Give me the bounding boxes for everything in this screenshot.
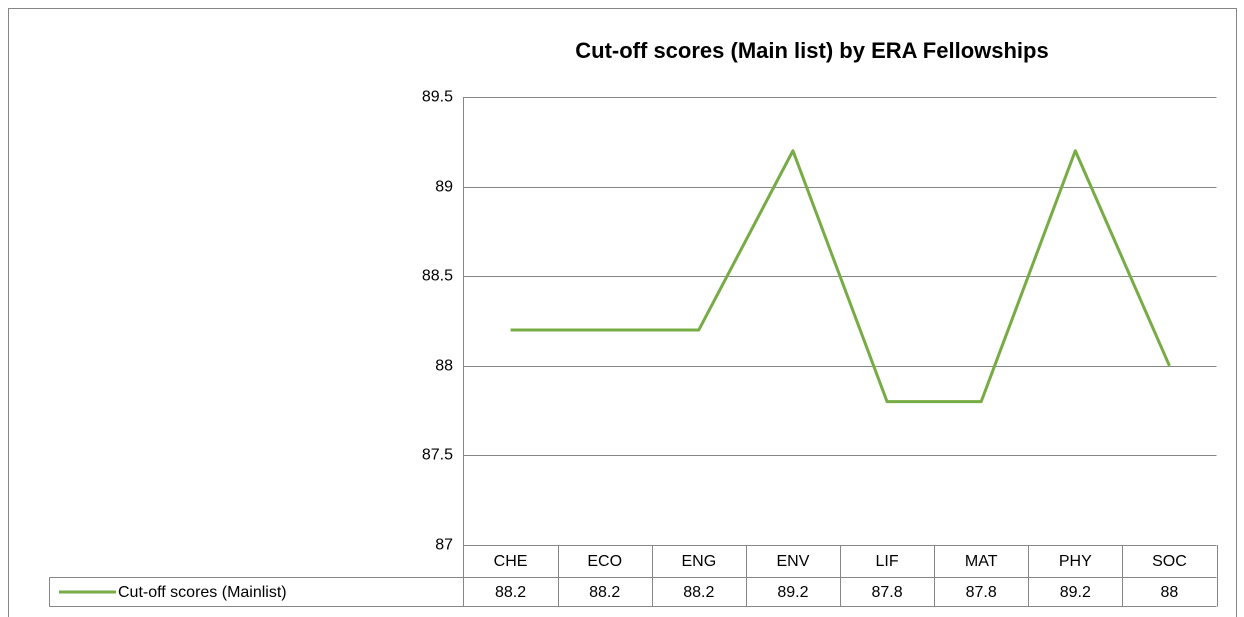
y-tick-label: 89 bbox=[435, 179, 453, 196]
x-tick-label: PHY bbox=[1059, 553, 1092, 570]
chart-border bbox=[8, 8, 1237, 617]
data-table-value: 89.2 bbox=[777, 584, 808, 601]
data-table-value: 87.8 bbox=[871, 584, 902, 601]
data-table-value: 88.2 bbox=[495, 584, 526, 601]
y-tick-label: 88.5 bbox=[422, 268, 453, 285]
y-tick-label: 88 bbox=[435, 358, 453, 375]
x-tick-label: SOC bbox=[1152, 553, 1187, 570]
data-table-value: 88.2 bbox=[683, 584, 714, 601]
x-tick-label: ENV bbox=[776, 553, 809, 570]
x-tick-label: CHE bbox=[494, 553, 528, 570]
data-table-value: 89.2 bbox=[1060, 584, 1091, 601]
chart-title: Cut-off scores (Main list) by ERA Fellow… bbox=[575, 38, 1048, 63]
data-table-value: 87.8 bbox=[966, 584, 997, 601]
y-tick-label: 89.5 bbox=[422, 89, 453, 106]
x-tick-label: ECO bbox=[587, 553, 622, 570]
y-tick-label: 87 bbox=[435, 537, 453, 554]
y-tick-label: 87.5 bbox=[422, 447, 453, 464]
x-tick-label: MAT bbox=[965, 553, 998, 570]
legend-label: Cut-off scores (Mainlist) bbox=[118, 584, 287, 601]
x-tick-label: ENG bbox=[681, 553, 716, 570]
line-series bbox=[510, 149, 1171, 404]
data-table-value: 88.2 bbox=[589, 584, 620, 601]
data-table-value: 88 bbox=[1161, 584, 1179, 601]
x-tick-label: LIF bbox=[876, 553, 899, 570]
